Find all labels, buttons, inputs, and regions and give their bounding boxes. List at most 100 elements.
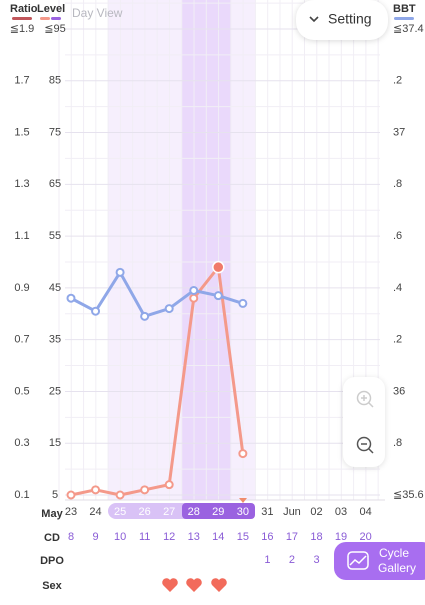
data-point <box>115 267 125 277</box>
cd-value: 17 <box>286 531 298 543</box>
data-point <box>238 449 248 459</box>
ratio-tick-label: 0.9 <box>14 282 29 294</box>
gallery-icon <box>347 551 369 570</box>
data-point <box>164 480 174 490</box>
cd-value: 10 <box>114 531 126 543</box>
gallery-text: Cycle <box>379 546 409 560</box>
heart <box>211 578 227 592</box>
level-tick-label: 65 <box>49 178 61 190</box>
x-tick-label: 02 <box>310 506 322 518</box>
cd-value: 15 <box>237 531 249 543</box>
bbt-tick-label: .8 <box>393 437 402 449</box>
cd-value: 20 <box>359 531 371 543</box>
level-tick-label: 25 <box>49 385 61 397</box>
bbt-tick-label: .2 <box>393 334 402 346</box>
month-label: May <box>41 508 63 520</box>
gallery-icon-line <box>349 555 367 566</box>
x-tick-label: 04 <box>359 506 371 518</box>
bbt-tick-label: .8 <box>393 178 402 190</box>
ratio-tick-label: 1.5 <box>14 126 29 138</box>
data-point <box>189 285 199 295</box>
ratio-tick-label: 0.3 <box>14 437 29 449</box>
bbt-tick-label: ≦37.4 <box>393 23 424 35</box>
setting-text: Setting <box>328 11 372 27</box>
plot <box>66 260 248 500</box>
ratio-tick-label: 0.5 <box>14 385 29 397</box>
x-tick-label: 25 <box>114 506 126 518</box>
data-point <box>140 485 150 495</box>
ratio-tick-label: 1.7 <box>14 75 29 87</box>
bbt-swatch <box>394 17 414 20</box>
cd-value: 18 <box>310 531 322 543</box>
zoom-bg <box>343 377 385 467</box>
today-marker <box>239 498 247 503</box>
bbt-tick-label: .4 <box>393 282 402 294</box>
level-tick-label: 5 <box>52 489 58 501</box>
x-tick-label: 29 <box>212 506 224 518</box>
x-tick-label: 31 <box>261 506 273 518</box>
gallery-text: Gallery <box>378 561 416 575</box>
x-tick-label: 03 <box>335 506 347 518</box>
bbt-tick-label: .2 <box>393 75 402 87</box>
x-tick-label: 30 <box>237 506 249 518</box>
row-label: Sex <box>42 580 62 592</box>
x-tick-label: 27 <box>163 506 175 518</box>
cd-value: 11 <box>139 531 150 543</box>
x-tick-label: 23 <box>65 506 77 518</box>
data-point <box>91 485 101 495</box>
data-point <box>238 298 248 308</box>
dpo-value: 2 <box>289 554 295 566</box>
level-legend: Level <box>37 3 65 15</box>
x-tick-label: 28 <box>188 506 200 518</box>
setting-button[interactable]: Setting <box>296 0 388 40</box>
data-point <box>66 490 76 500</box>
level-tick-label: 45 <box>49 282 61 294</box>
setting-bg <box>296 0 388 40</box>
row-label: DPO <box>40 555 64 567</box>
data-point <box>115 490 125 500</box>
ratio-tick-label: 0.1 <box>14 489 29 501</box>
bbt-tick-label: 37 <box>393 126 405 138</box>
heart <box>162 578 178 592</box>
ratio-tick-label: 1.3 <box>14 178 29 190</box>
level-tick-label: 15 <box>49 437 61 449</box>
bbt-tick-label: ≦35.6 <box>393 489 424 501</box>
bbt-legend: BBT <box>393 3 416 15</box>
zoom-controls <box>343 377 385 467</box>
dpo-value: 1 <box>264 554 270 566</box>
data-point <box>213 291 223 301</box>
level-swatch-2 <box>51 17 61 20</box>
cd-value: 19 <box>335 531 347 543</box>
x-tick-label: 24 <box>89 506 101 518</box>
date-pill-dark <box>182 503 255 519</box>
level-tick-label: 55 <box>49 230 61 242</box>
data-point <box>189 293 199 303</box>
level-tick-label: 85 <box>49 75 61 87</box>
ratio-tick-label: 0.7 <box>14 334 29 346</box>
cd-value: 14 <box>212 531 224 543</box>
cd-value: 12 <box>163 531 175 543</box>
row-label: CD <box>44 532 60 544</box>
chevron <box>309 16 319 23</box>
cd-value: 9 <box>92 531 98 543</box>
hearts <box>162 578 227 592</box>
cd-value: 16 <box>261 531 273 543</box>
cd-value: 8 <box>68 531 74 543</box>
level-swatch <box>40 17 50 20</box>
cycle-gallery-button[interactable]: Cycle Gallery <box>334 542 425 580</box>
data-point <box>91 306 101 316</box>
level-tick-label: 75 <box>49 126 61 138</box>
zoom-out[interactable] <box>356 436 374 454</box>
data-point <box>164 304 174 314</box>
grid <box>58 0 380 500</box>
dpo-value: 3 <box>313 554 319 566</box>
x-tick-label: Jun <box>283 506 301 518</box>
cd-value: 13 <box>188 531 200 543</box>
ratio-legend: Ratio <box>10 3 38 15</box>
ratio-tick-label: ≦1.9 <box>10 23 35 35</box>
zoom-in[interactable] <box>356 390 374 408</box>
ratio-swatch <box>12 17 32 20</box>
level-tick-label: 35 <box>49 334 61 346</box>
